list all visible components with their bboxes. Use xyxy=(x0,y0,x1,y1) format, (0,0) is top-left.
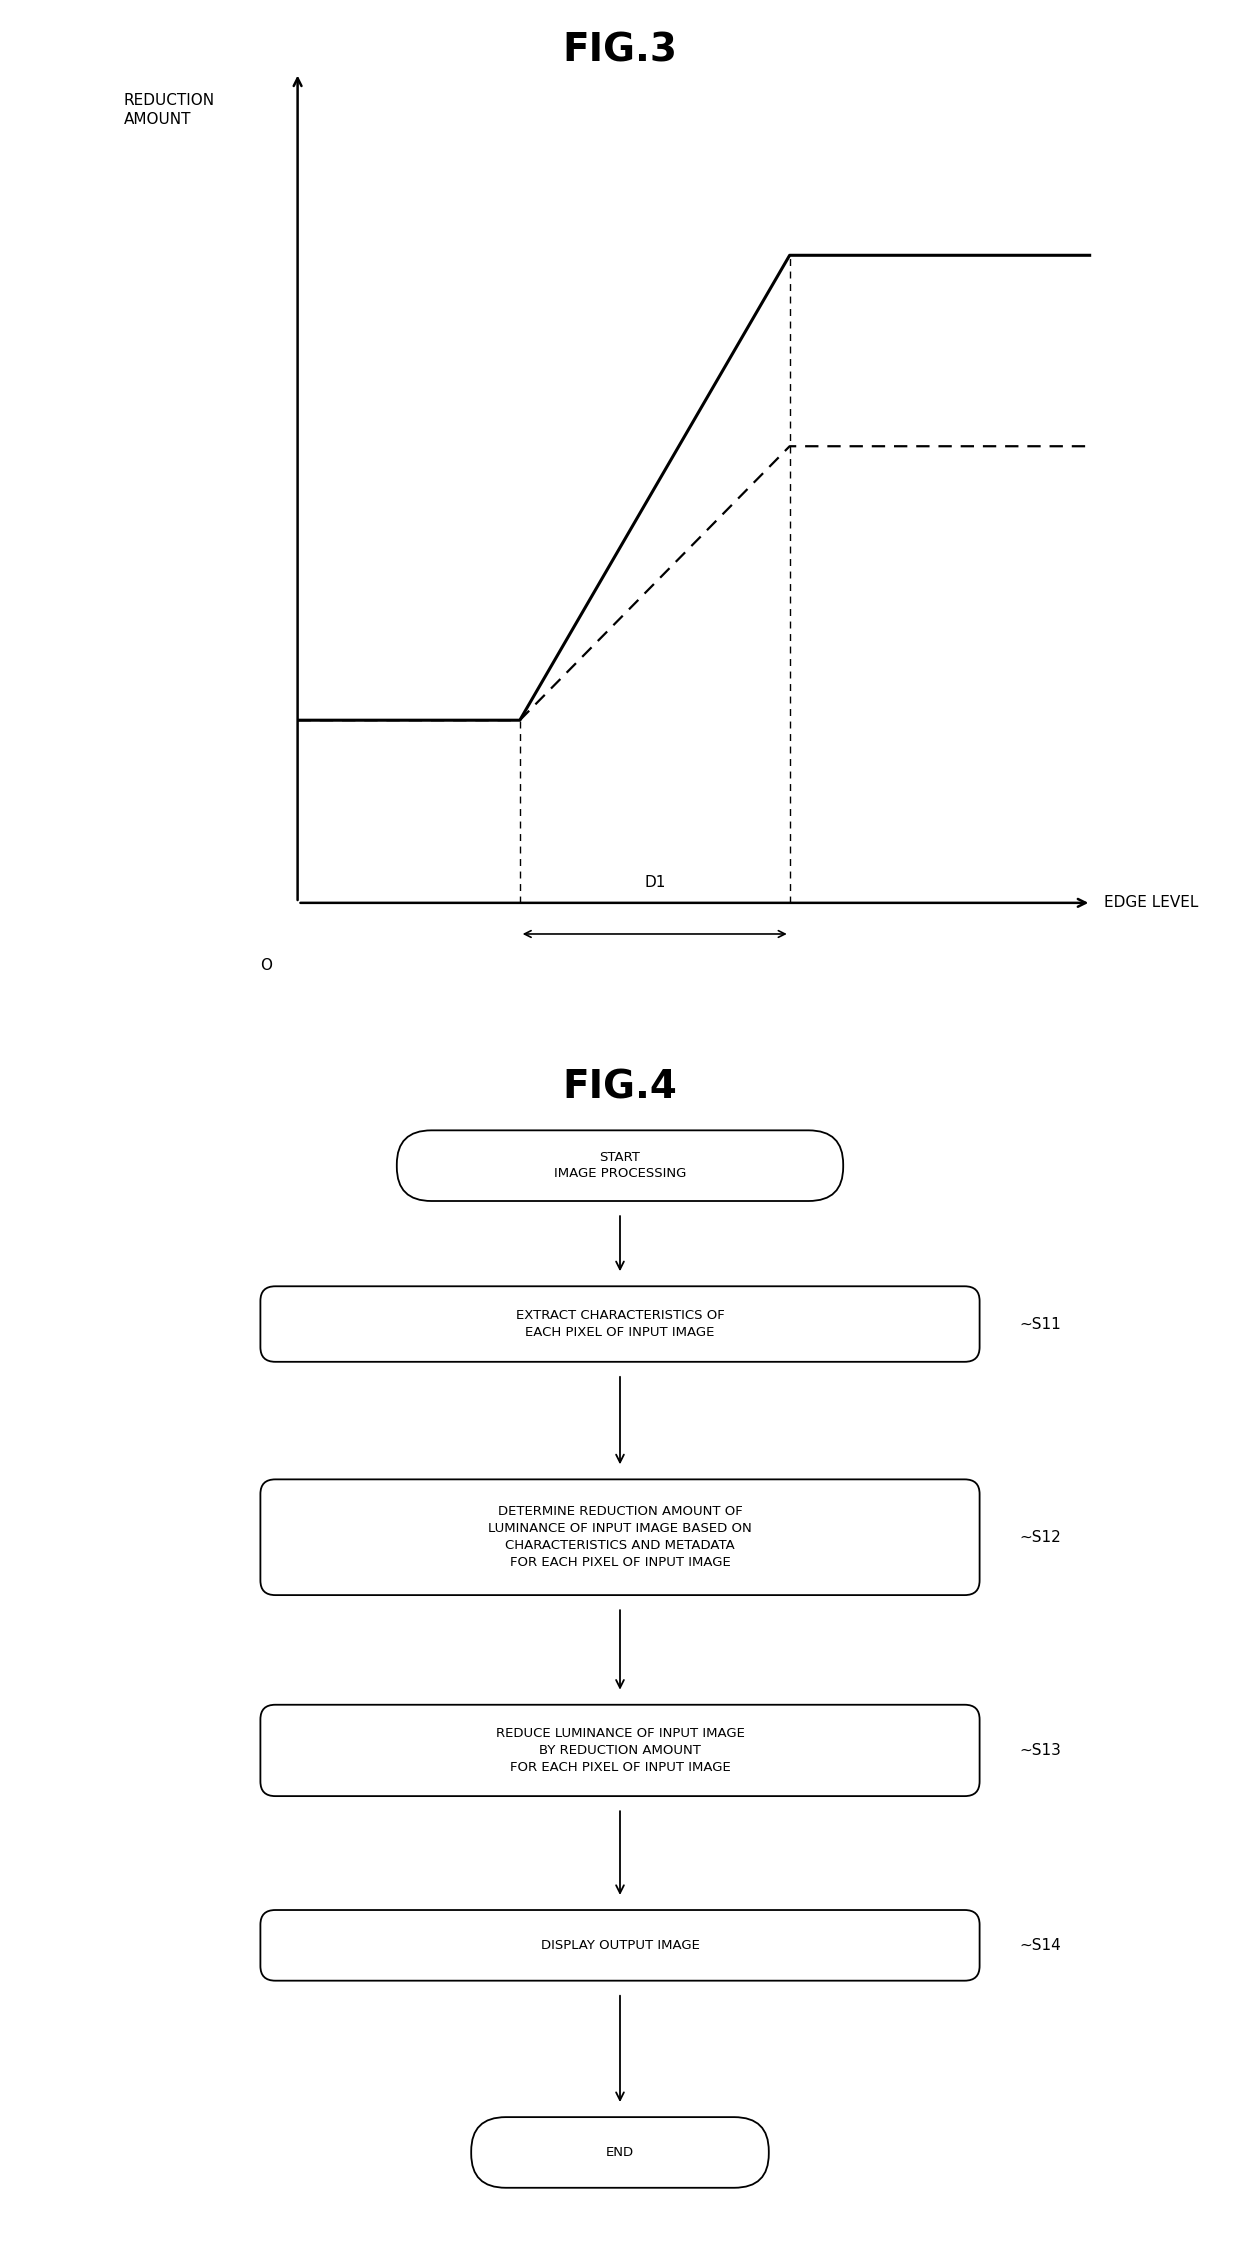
Text: DISPLAY OUTPUT IMAGE: DISPLAY OUTPUT IMAGE xyxy=(541,1938,699,1951)
Text: ∼S11: ∼S11 xyxy=(1019,1318,1061,1331)
Text: ∼S14: ∼S14 xyxy=(1019,1938,1061,1954)
Text: O: O xyxy=(260,957,273,972)
Text: ∼S13: ∼S13 xyxy=(1019,1744,1061,1757)
FancyBboxPatch shape xyxy=(260,1480,980,1595)
Text: REDUCE LUMINANCE OF INPUT IMAGE
BY REDUCTION AMOUNT
FOR EACH PIXEL OF INPUT IMAG: REDUCE LUMINANCE OF INPUT IMAGE BY REDUC… xyxy=(496,1726,744,1773)
Text: D1: D1 xyxy=(644,875,666,889)
FancyBboxPatch shape xyxy=(397,1130,843,1200)
FancyBboxPatch shape xyxy=(260,1286,980,1363)
Text: EDGE LEVEL: EDGE LEVEL xyxy=(1104,896,1198,911)
Text: FIG.3: FIG.3 xyxy=(563,32,677,70)
Text: REDUCTION
AMOUNT: REDUCTION AMOUNT xyxy=(124,92,215,126)
Text: EXTRACT CHARACTERISTICS OF
EACH PIXEL OF INPUT IMAGE: EXTRACT CHARACTERISTICS OF EACH PIXEL OF… xyxy=(516,1308,724,1340)
FancyBboxPatch shape xyxy=(260,1706,980,1796)
Text: START
IMAGE PROCESSING: START IMAGE PROCESSING xyxy=(554,1151,686,1180)
Text: FIG.4: FIG.4 xyxy=(563,1069,677,1105)
FancyBboxPatch shape xyxy=(471,2116,769,2188)
Text: END: END xyxy=(606,2145,634,2159)
FancyBboxPatch shape xyxy=(260,1911,980,1981)
Text: DETERMINE REDUCTION AMOUNT OF
LUMINANCE OF INPUT IMAGE BASED ON
CHARACTERISTICS : DETERMINE REDUCTION AMOUNT OF LUMINANCE … xyxy=(489,1505,751,1570)
Text: ∼S12: ∼S12 xyxy=(1019,1530,1061,1545)
